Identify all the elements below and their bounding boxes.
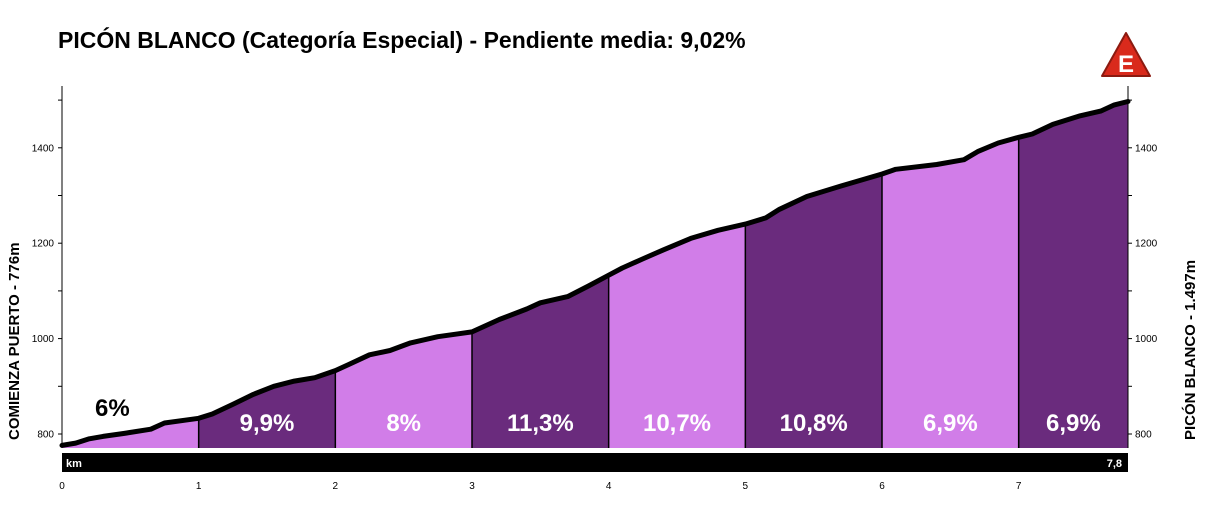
- segment-area-8: [1018, 101, 1128, 448]
- y-ticks-layer: 800 800 1000 1000 1200 1200 1400 1400: [32, 99, 1158, 441]
- badge-triangle-icon: [1101, 32, 1151, 77]
- segment-area-7: [882, 137, 1019, 449]
- y-tick-label-right: 1200: [1135, 239, 1158, 250]
- segment-area-6: [745, 174, 882, 448]
- segment-gradient-label-2: 9,9%: [240, 410, 295, 437]
- y-tick-label-left: 800: [37, 430, 54, 441]
- y-tick-label-right: 1000: [1135, 334, 1158, 345]
- segment-area-5: [608, 224, 746, 448]
- x-tick-label: 0: [59, 481, 65, 492]
- y-tick-label-left: 1400: [32, 143, 55, 154]
- start-label: COMIENZA PUERTO - 776m: [6, 242, 23, 440]
- segment-labels-layer: 6% 9,9% 8% 11,3% 10,7% 10,8% 6,9% 6,9%: [95, 395, 1101, 437]
- x-tick-label: 2: [333, 481, 339, 492]
- segment-gradient-label-7: 6,9%: [923, 410, 978, 437]
- segment-gradient-label-8: 6,9%: [1046, 410, 1101, 437]
- km-bar-total: 7,8: [1107, 458, 1122, 470]
- x-ticks-layer: 0 1 2 3 4 5 6 7: [59, 481, 1022, 492]
- km-bar-label: km: [66, 458, 82, 470]
- x-tick-label: 3: [469, 481, 475, 492]
- y-tick-label-right: 800: [1135, 430, 1152, 441]
- x-tick-label: 4: [606, 481, 612, 492]
- segment-gradient-label-4: 11,3%: [507, 410, 574, 437]
- segment-gradient-label-6: 10,8%: [780, 410, 848, 437]
- segment-gradient-label-3: 8%: [386, 410, 421, 437]
- x-tick-label: 5: [743, 481, 749, 492]
- profile-line: [59, 99, 1131, 448]
- km-bar-background: [62, 453, 1128, 472]
- chart-title: PICÓN BLANCO (Categoría Especial) - Pend…: [58, 26, 746, 53]
- y-tick-label-left: 1000: [32, 334, 55, 345]
- segment-gradient-label-1: 6%: [95, 395, 130, 422]
- segment-gradient-label-5: 10,7%: [643, 410, 711, 437]
- x-tick-label: 1: [196, 481, 202, 492]
- dividers-layer: [197, 137, 1020, 448]
- x-tick-label: 6: [879, 481, 885, 492]
- x-tick-label: 7: [1016, 481, 1022, 492]
- segment-area-2: [198, 370, 336, 448]
- segments-layer: [62, 101, 1128, 449]
- badge-letter: E: [1118, 51, 1134, 78]
- category-badge: E: [1101, 32, 1151, 78]
- end-label: PICÓN BLANCO - 1.497m: [1181, 260, 1199, 440]
- y-tick-label-right: 1400: [1135, 143, 1158, 154]
- segment-area-3: [335, 331, 472, 448]
- km-bar: km 7,8: [62, 453, 1128, 472]
- y-tick-label-left: 1200: [32, 239, 55, 250]
